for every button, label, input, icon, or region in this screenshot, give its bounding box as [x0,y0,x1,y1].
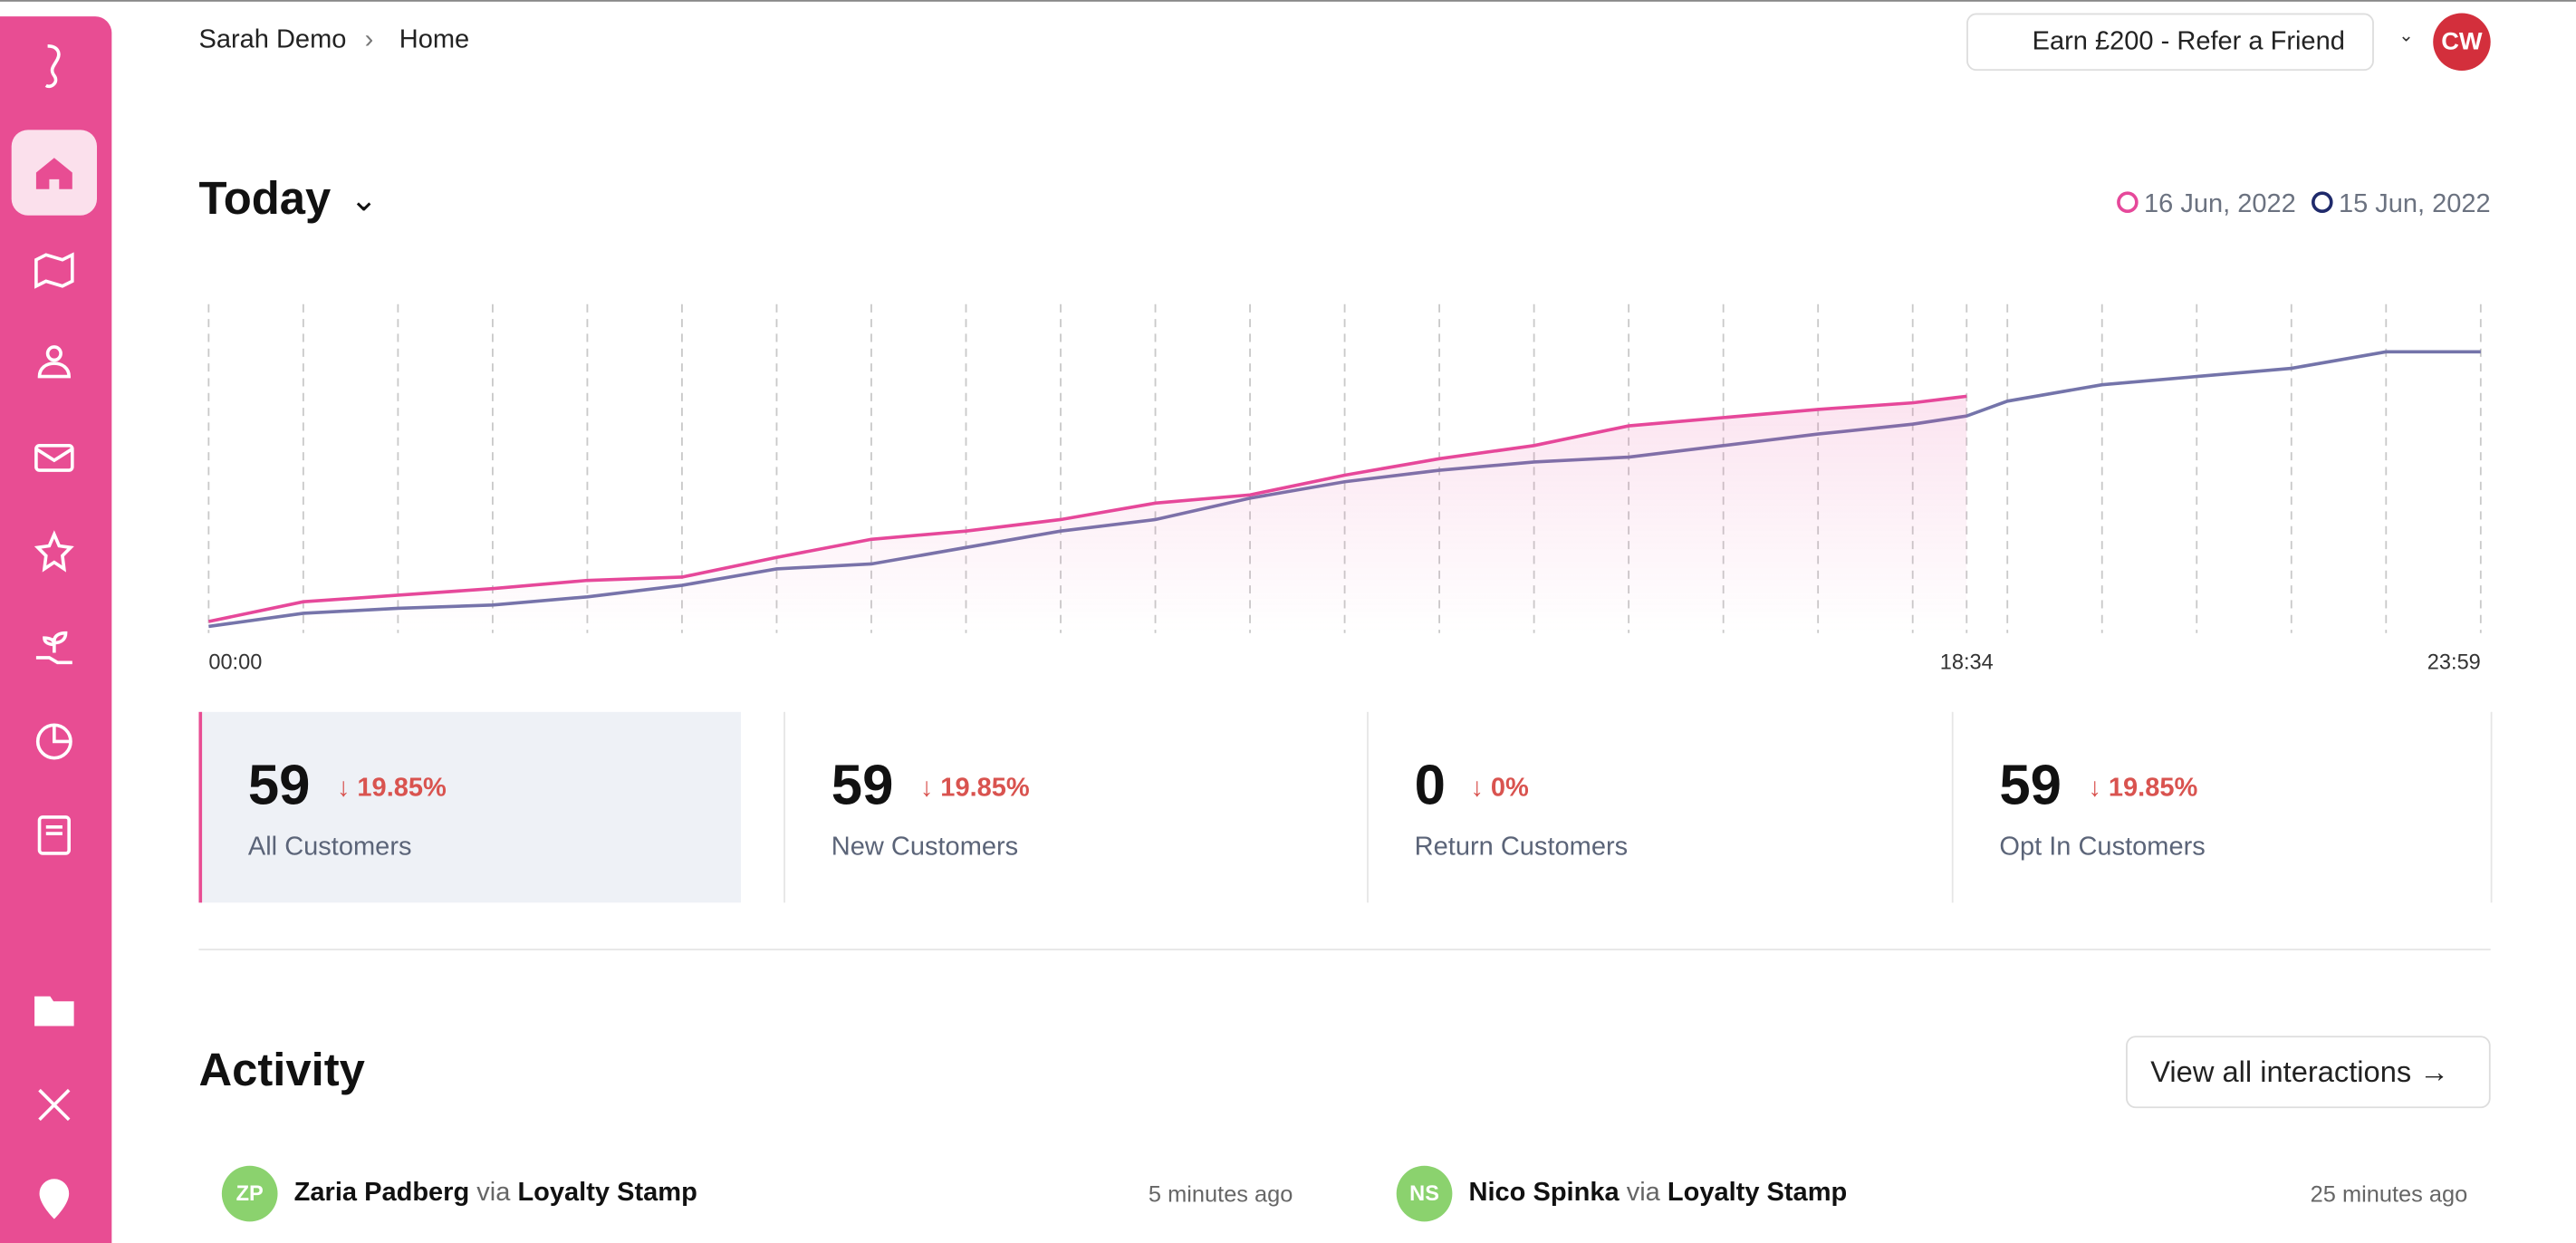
chart: 00:00 18:34 23:59 15 Jun, 2022 16 Jun, 2022 [207,189,2491,674]
activity-name: Zaria Padberg [293,1179,470,1208]
location-nav[interactable] [31,1176,77,1222]
view-all-button[interactable]: View all interactions → [2126,1036,2491,1109]
x-tick-label: 23:59 [2427,650,2481,674]
stat-card[interactable]: 59 ↓ 19.85% New Customers [783,711,1324,903]
stat-label: Opt In Customers [1999,833,2206,862]
referral-text: Earn £200 - Refer a Friend [2032,27,2345,56]
sidebar [0,16,112,1243]
activity-text: Zaria Padberg via Loyalty Stamp [294,1179,697,1209]
change-text: 19.85% [357,774,447,803]
heading[interactable]: Today [198,172,332,224]
stat-change: ↓ 19.85% [919,774,1030,803]
legend-label: 16 Jun, 2022 [2144,189,2296,218]
legend-marker [2117,191,2139,214]
stat-value: 59 [831,754,894,817]
messages-nav[interactable] [31,434,77,480]
breadcrumb[interactable]: Sarah Demo [198,26,347,54]
separator: › [364,26,374,54]
x-tick-label: 00:00 [208,650,262,674]
stat-card[interactable]: 59 ↓ 19.85% All Customers [198,711,742,903]
activity-title: Activity [198,1044,365,1095]
reports-nav[interactable] [31,718,77,765]
stat-value: 59 [1999,754,2062,817]
change-text: 19.85% [940,774,1030,803]
view-all-text: View all interactions [2150,1055,2412,1089]
series-line [207,394,1967,623]
activity-name: Nico Spinka [1468,1179,1620,1208]
dropdown[interactable]: ⌄ [2398,26,2414,46]
activity-via: via [1626,1179,1660,1208]
stat-change: ↓ 19.85% [2088,774,2198,803]
activity-source: Loyalty Stamp [1667,1179,1848,1208]
home-nav[interactable] [11,130,98,216]
series-area [208,396,1967,633]
tools-nav[interactable] [31,1082,77,1128]
stat-value: 59 [247,754,311,817]
avatar[interactable]: CW [2433,13,2491,72]
stat-card[interactable]: 59 ↓ 19.85% Opt In Customers [1951,711,2493,903]
activity-via: via [476,1179,511,1208]
avatar: NS [1396,1165,1453,1222]
activity-time: 25 minutes ago [2310,1180,2468,1208]
change-text: 19.85% [2108,774,2198,803]
stat-label: New Customers [831,833,1019,862]
stat-label: All Customers [247,833,412,862]
referral-button[interactable]: Earn £200 - Refer a Friend [1966,13,2374,72]
card-edge [2490,711,2493,903]
stat-change: ↓ 0% [1470,774,1529,803]
legend-marker [2312,191,2333,214]
activity-text: Nico Spinka via Loyalty Stamp [1469,1179,1848,1209]
growth-nav[interactable] [31,625,77,671]
x-tick-label: 18:34 [1940,650,1994,674]
map-nav[interactable] [31,246,77,293]
guide-nav[interactable] [31,813,77,859]
rewards-nav[interactable] [31,529,77,575]
stat-label: Return Customers [1414,833,1629,862]
avatar: ZP [221,1165,278,1222]
stat-card[interactable]: 0 ↓ 0% Return Customers [1367,711,1908,903]
upload-nav[interactable] [31,987,77,1033]
logo [31,43,77,89]
activity-source: Loyalty Stamp [517,1179,697,1208]
stat-value: 0 [1414,754,1446,817]
heading-chevron[interactable]: ⌄ [350,182,378,219]
change-text: 0% [1490,774,1529,803]
divider [198,949,2491,950]
activity-time: 5 minutes ago [1148,1180,1293,1208]
customers-nav[interactable] [31,339,77,385]
breadcrumb[interactable]: Home [399,26,470,54]
legend-label: 15 Jun, 2022 [2339,189,2491,218]
stat-change: ↓ 19.85% [336,774,447,803]
